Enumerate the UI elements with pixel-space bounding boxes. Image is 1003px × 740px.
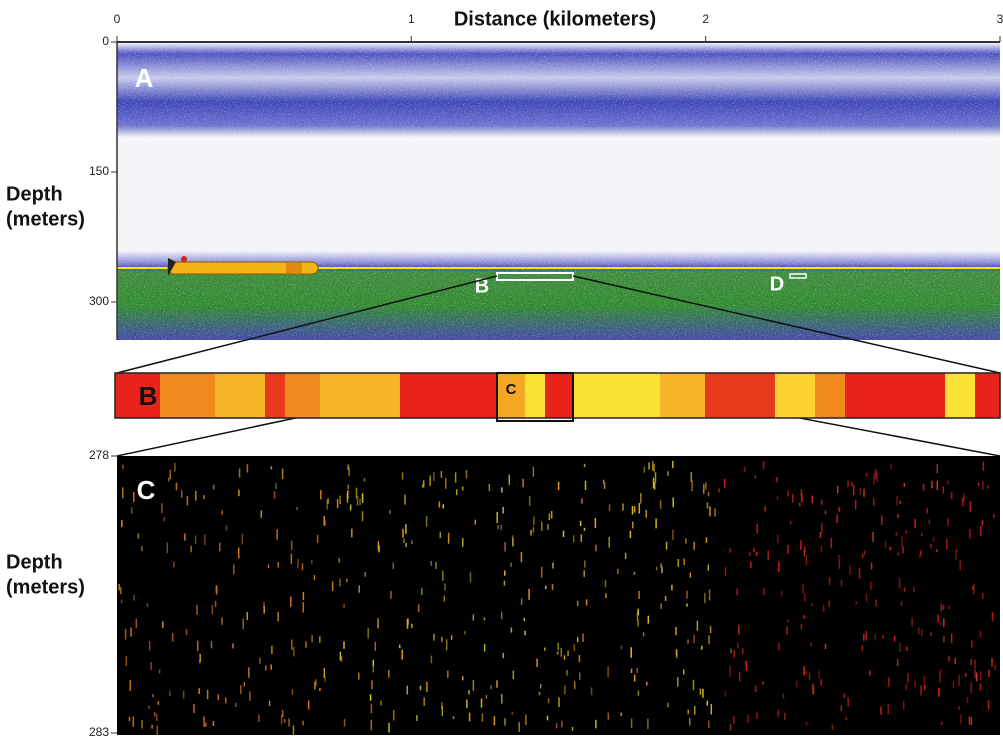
y-tick-label: 283 (89, 725, 109, 739)
x-tick-label: 1 (408, 12, 415, 26)
y-tick-label: 150 (89, 164, 109, 178)
y-tick-label: 278 (89, 448, 109, 462)
inset-label: C (506, 381, 517, 398)
x-tick-label: 3 (997, 12, 1003, 26)
marker-label: D (770, 273, 784, 295)
y-axis-title: (meters) (6, 208, 85, 230)
y-axis-title: Depth (6, 551, 63, 573)
panel-label: C (137, 475, 156, 505)
y-axis-title: Depth (6, 183, 63, 205)
echogram-b (115, 373, 1000, 418)
figure: B D A C B C Distance (kilomete (0, 0, 1003, 740)
x-tick-label: 0 (114, 12, 121, 26)
y-tick-label: 300 (89, 294, 109, 308)
x-axis-title: Distance (kilometers) (454, 8, 656, 30)
x-tick-label: 2 (702, 12, 709, 26)
panel-label: A (135, 63, 154, 93)
echogram-noise (117, 42, 1000, 340)
y-tick-label: 0 (102, 34, 109, 48)
panel-label: B (139, 381, 158, 411)
y-axis-title: (meters) (6, 576, 85, 598)
